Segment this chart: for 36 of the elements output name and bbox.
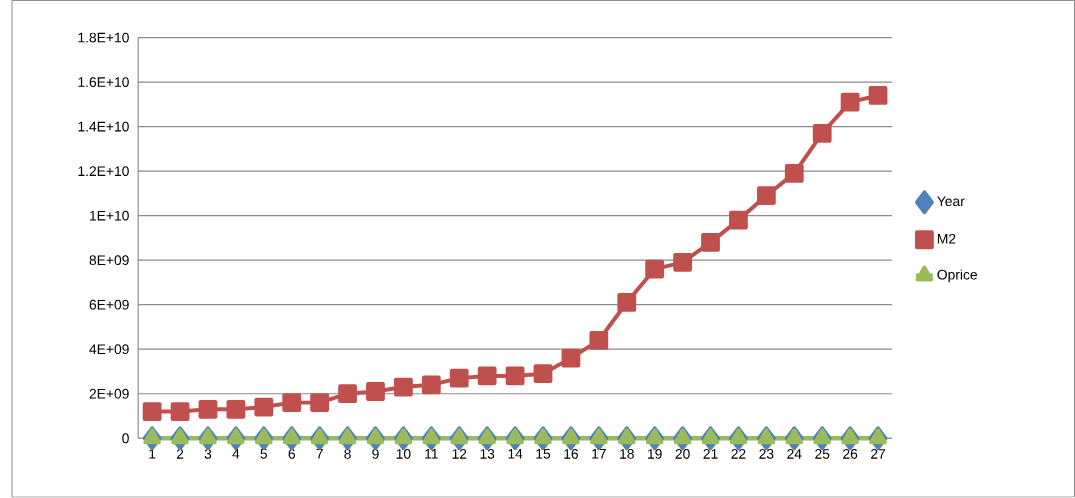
legend-label: Year — [937, 196, 965, 207]
x-tick-label: 18 — [620, 449, 634, 459]
x-tick-label: 5 — [260, 449, 268, 459]
x-tick-label: 13 — [480, 449, 495, 459]
x-tick-label: 23 — [759, 449, 774, 459]
y-tick-label: 1.4E+10 — [78, 121, 129, 132]
x-tick-label: 4 — [232, 449, 240, 459]
x-tick-label: 6 — [288, 449, 295, 459]
y-tick-label: 4E+09 — [89, 344, 129, 355]
y-tick-label: 1.2E+10 — [78, 166, 129, 177]
x-tick-label: 14 — [508, 449, 523, 459]
y-tick-label: 1.8E+10 — [78, 32, 129, 43]
y-tick-label: 1E+10 — [90, 210, 129, 221]
x-tick-label: 27 — [871, 449, 886, 459]
legend-label: Oprice — [937, 269, 977, 283]
x-tick-label: 15 — [536, 449, 551, 459]
x-tick-label: 24 — [787, 449, 802, 459]
x-tick-label: 16 — [564, 449, 579, 459]
x-tick-label: 25 — [815, 449, 830, 459]
y-tick-label: 2E+09 — [89, 389, 129, 399]
y-tick-label: 6E+09 — [89, 299, 129, 310]
x-tick-label: 10 — [396, 449, 411, 459]
x-tick-label: 21 — [703, 449, 718, 459]
legend-label: M2 — [937, 234, 956, 244]
y-tick-label: 8E+09 — [89, 255, 129, 266]
x-tick-label: 17 — [592, 449, 606, 459]
x-tick-label: 26 — [843, 449, 858, 459]
y-tick-label: 1.6E+10 — [78, 77, 129, 88]
x-tick-label: 22 — [731, 449, 746, 459]
x-tick-label: 12 — [452, 449, 467, 459]
y-tick-label: 0 — [122, 433, 129, 444]
x-tick-label: 20 — [675, 449, 690, 459]
x-tick-label: 8 — [344, 449, 351, 459]
x-tick-label: 19 — [648, 449, 662, 459]
x-tick-label: 9 — [372, 449, 379, 459]
x-tick-label: 11 — [425, 449, 438, 459]
